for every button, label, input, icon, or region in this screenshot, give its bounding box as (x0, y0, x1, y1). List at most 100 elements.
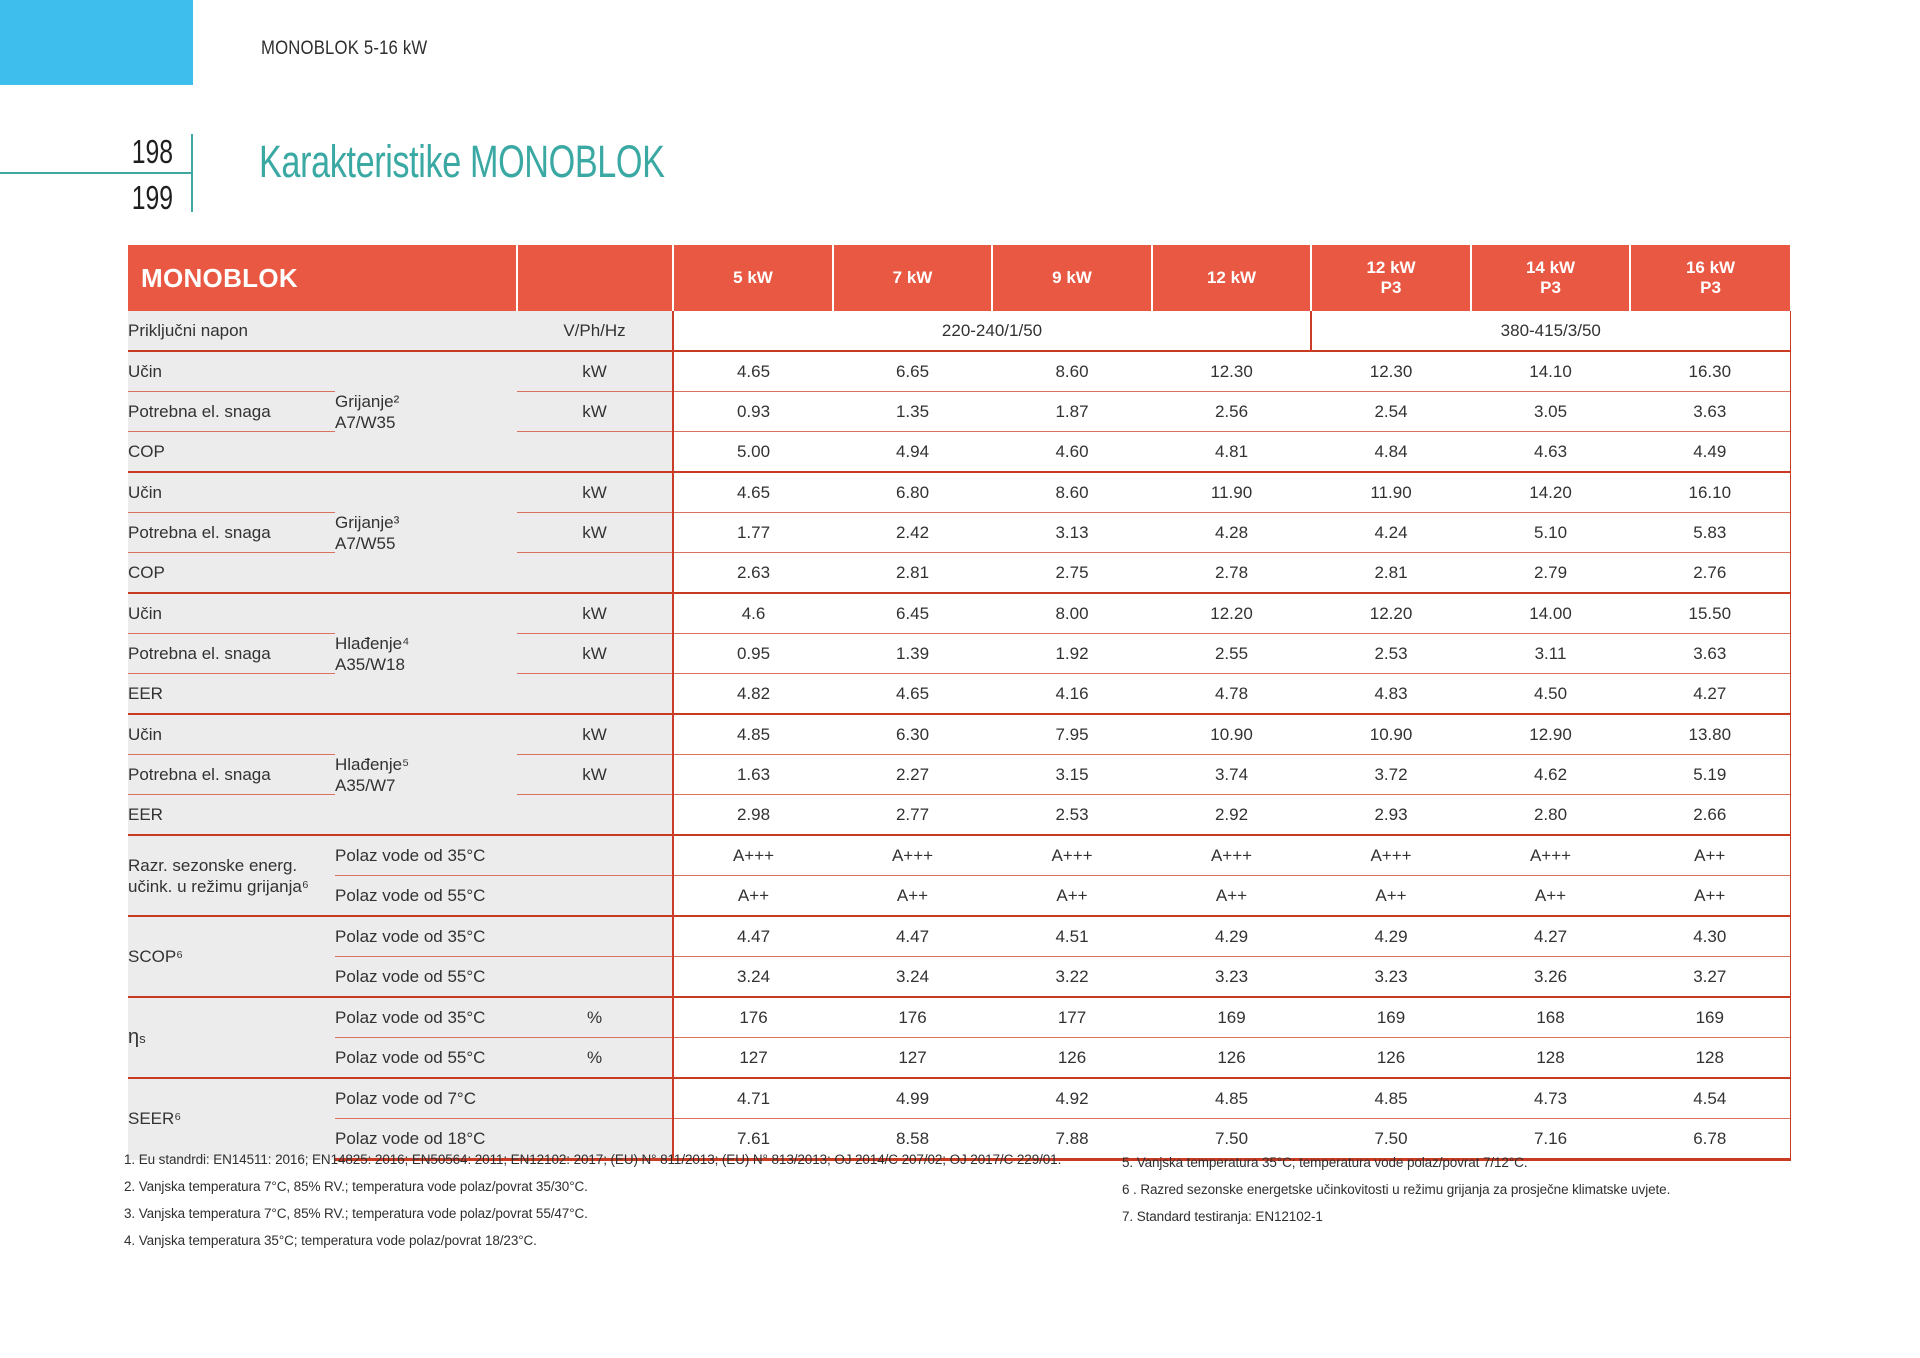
value-cell: 4.65 (673, 471, 834, 513)
footnotes-left: 1. Eu standrdi: EN14511: 2016; EN14825: … (124, 1146, 1061, 1254)
value-cell: 176 (833, 996, 993, 1038)
value-cell: 3.26 (1471, 956, 1631, 997)
value-cell: 14.10 (1471, 350, 1631, 392)
value-cell: 4.47 (673, 915, 834, 957)
value-cell: 16.30 (1630, 350, 1791, 392)
group-label-razred-sezonske: Razr. sezonske energ. učink. u režimu gri… (128, 834, 335, 916)
value-cell: 5.00 (673, 431, 834, 472)
value-cell: 3.15 (992, 754, 1153, 795)
group-label-hladenje-a35w18: Hlađenje⁴ A35/W18 (335, 592, 518, 714)
col-header-line2: P3 (1700, 278, 1721, 297)
value-cell: 2.53 (1311, 633, 1472, 674)
value-cell: 4.94 (833, 431, 993, 472)
value-cell: A++ (1630, 834, 1791, 876)
value-cell: 3.74 (1152, 754, 1312, 795)
value-cell: A++ (992, 875, 1153, 916)
value-cell: 7.88 (992, 1118, 1153, 1161)
group-label-hladenje-a35w7: Hlađenje⁵ A35/W7 (335, 713, 518, 835)
doc-header: MONOBLOK 5-16 kW (261, 38, 428, 59)
value-cell: 4.73 (1471, 1077, 1631, 1119)
row-label: EER (128, 794, 335, 835)
unit-cell (517, 834, 675, 876)
page-title: Karakteristike MONOBLOK (259, 136, 665, 187)
row-label: Polaz vode od 55°C (335, 875, 518, 916)
value-cell: 126 (1311, 1037, 1472, 1078)
value-cell: 8.60 (992, 471, 1153, 513)
unit-cell: kW (517, 754, 675, 795)
row-label: EER (128, 673, 335, 714)
col-header-12kw: 12 kW (1151, 245, 1312, 311)
value-cell: 169 (1152, 996, 1312, 1038)
table-row-voltage: Priključni napon V/Ph/Hz 220-240/1/50 38… (128, 311, 1791, 351)
row-label: Polaz vode od 35°C (335, 915, 518, 957)
value-cell: 2.77 (833, 794, 993, 835)
value-cell: 2.54 (1311, 391, 1472, 432)
footnote: 2. Vanjska temperatura 7°C, 85% RV.; tem… (124, 1179, 588, 1194)
value-cell: 3.24 (673, 956, 834, 997)
group-label-eta-s: ηs (128, 996, 335, 1078)
value-cell: 2.81 (1311, 552, 1472, 593)
table-row: Učin Grijanje³ A7/W55 kW 4.65 6.80 8.60 1… (128, 471, 1791, 593)
unit-cell: % (517, 1037, 675, 1078)
table-row: Polaz vode od 55°C 3.24 3.24 3.22 3.23 3… (128, 956, 1791, 997)
row-label: Polaz vode od 35°C (335, 996, 518, 1038)
value-cell: 1.87 (992, 391, 1153, 432)
value-cell: A++ (1471, 875, 1631, 916)
value-cell: 2.81 (833, 552, 993, 593)
value-cell: A++ (1311, 875, 1472, 916)
value-cell: 11.90 (1311, 471, 1472, 513)
table-row: Polaz vode od 55°C % 127 127 126 126 126… (128, 1037, 1791, 1078)
col-header-12kw-p3: 12 kW P3 (1310, 245, 1472, 311)
value-cell: 4.6 (673, 592, 834, 634)
group-condition: A7/W35 (335, 412, 396, 432)
group-label-scop: SCOP⁶ (128, 915, 335, 997)
table-row: Učin Hlađenje⁴ A35/W18 kW 4.6 6.45 8.00 1… (128, 592, 1791, 714)
col-header-line2: P3 (1540, 278, 1561, 297)
row-label: Polaz vode od 55°C (335, 956, 518, 997)
value-cell: 1.39 (833, 633, 993, 674)
value-cell: 4.85 (1152, 1077, 1312, 1119)
voltage-value-single-phase: 220-240/1/50 (673, 311, 1313, 351)
value-cell: 177 (992, 996, 1153, 1038)
value-cell: 2.80 (1471, 794, 1631, 835)
row-label: Potrebna el. snaga (128, 754, 335, 795)
group-name-line1: Razr. sezonske energ. (128, 855, 298, 875)
unit-cell: kW (517, 592, 675, 634)
value-cell: 6.45 (833, 592, 993, 634)
page-number-rule-vertical (191, 134, 193, 212)
row-label: Učin (128, 713, 335, 755)
footnote: 7. Standard testiranja: EN12102-1 (1122, 1209, 1323, 1224)
value-cell: 4.84 (1311, 431, 1472, 472)
value-cell: 4.47 (833, 915, 993, 957)
col-header-line2: P3 (1380, 278, 1402, 297)
value-cell: A+++ (1311, 834, 1472, 876)
unit-cell (517, 794, 675, 835)
value-cell: 3.72 (1311, 754, 1472, 795)
table-row: Potrebna el. snaga kW 0.95 1.39 1.92 2.5… (128, 633, 1791, 674)
eta-subscript: s (139, 1031, 146, 1046)
eta-symbol: η (128, 1026, 140, 1048)
unit-cell (517, 1118, 675, 1161)
page-number-next: 199 (131, 179, 173, 216)
unit-cell: kW (517, 633, 675, 674)
value-cell: 7.16 (1471, 1118, 1631, 1161)
page-number-rule-horizontal (0, 172, 193, 174)
value-cell: 2.56 (1152, 391, 1312, 432)
group-condition: A35/W7 (335, 775, 396, 795)
value-cell: 6.30 (833, 713, 993, 755)
row-label: Polaz vode od 7°C (335, 1077, 518, 1119)
table-row: EER 4.82 4.65 4.16 4.78 4.83 4.50 4.27 (128, 673, 1791, 714)
value-cell: 10.90 (1152, 713, 1312, 755)
unit-cell: kW (517, 512, 675, 553)
value-cell: 1.35 (833, 391, 993, 432)
value-cell: 128 (1471, 1037, 1631, 1078)
row-label: Potrebna el. snaga (128, 391, 335, 432)
value-cell: 12.30 (1152, 350, 1312, 392)
value-cell: A+++ (1152, 834, 1312, 876)
value-cell: 7.61 (673, 1118, 834, 1161)
table-row: Razr. sezonske energ. učink. u režimu gri… (128, 834, 1791, 916)
value-cell: 169 (1311, 996, 1472, 1038)
unit-cell: V/Ph/Hz (517, 311, 675, 351)
unit-cell: kW (517, 713, 675, 755)
